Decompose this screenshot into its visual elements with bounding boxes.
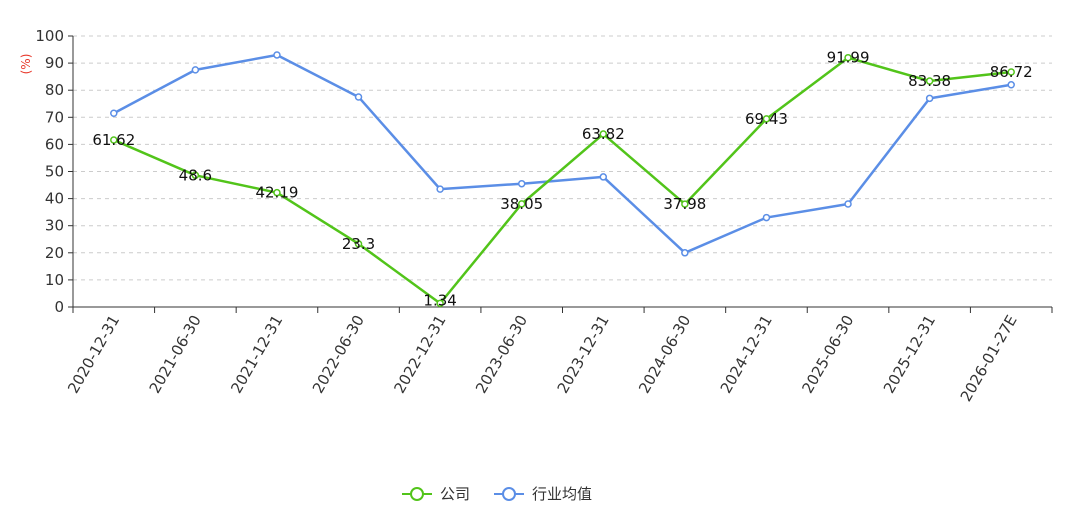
data-point-industry-average[interactable] [273,51,281,59]
data-point-industry-average[interactable] [681,249,689,257]
data-label-company: 48.6 [179,166,212,184]
data-point-company[interactable] [844,53,852,62]
data-label-company: 42.19 [255,184,298,202]
y-tick-label: 60 [45,135,64,153]
y-tick-label: 40 [45,190,64,208]
y-tick-label: 70 [45,108,64,126]
data-point-company[interactable] [762,115,771,123]
data-label-company: 1.34 [423,291,456,309]
data-point-company[interactable] [436,299,444,308]
legend-circle-marker [410,487,424,501]
data-point-industry-average[interactable] [925,94,934,103]
data-point-company[interactable] [273,188,281,197]
data-point-company[interactable] [110,136,118,144]
data-point-industry-average[interactable] [1007,81,1015,89]
data-labels: 61.62 48.6 42.19 23.3 1.34 38.05 63.82 37.98 69.… [92,49,1032,310]
series [110,51,1015,308]
x-tick-label: 2022-12-31 [390,312,449,397]
data-label-company: 86.72 [990,63,1033,81]
y-tick-label: 50 [45,163,64,181]
data-point-industry-average[interactable] [517,179,526,188]
y-axis-unit-label: (%) [19,54,33,75]
x-tick-label: 2020-12-31 [64,312,123,397]
y-tick-label: 80 [45,81,64,99]
x-tick-label: 2023-12-31 [554,312,613,397]
data-point-company[interactable] [681,200,689,208]
data-point-company[interactable] [191,171,200,180]
data-label-company: 23.3 [342,235,375,253]
legend-label: 行业均值 [532,485,592,503]
series-line-company [113,56,1012,305]
x-tick-label: 2024-12-31 [717,312,776,397]
data-point-industry-average[interactable] [110,109,118,117]
x-tick-label: 2025-06-30 [798,312,857,397]
legend-label: 公司 [440,485,470,503]
x-tick-label: 2021-12-31 [227,312,286,397]
x-tick-label: 2022-06-30 [309,312,368,397]
data-label-company: 69.43 [745,110,788,128]
x-tick-label: 2025-12-31 [880,312,939,397]
y-tick-label: 10 [45,271,64,289]
data-point-company[interactable] [517,200,526,208]
data-point-company[interactable] [354,240,363,248]
y-tick-label: 30 [45,217,64,235]
y-tick-label: 20 [45,244,64,262]
data-label-company: 37.98 [663,195,706,213]
x-tick-label: 2023-06-30 [472,312,531,397]
legend-item-company[interactable]: 公司 [402,485,470,503]
data-point-industry-average[interactable] [599,173,608,181]
x-tick-label: 2021-06-30 [146,312,205,397]
axes: 0 10 20 30 40 50 60 70 80 90 100 2020-12-31 2021-06-… [35,27,1053,405]
x-tick-label: 2024-06-30 [635,312,694,397]
data-label-company: 63.82 [582,125,625,143]
data-label-company: 91.99 [827,49,870,67]
data-label-company: 38.05 [500,195,543,213]
x-tick-label: 2026-01-27E [957,312,1021,405]
legend-item-industry-average[interactable]: 行业均值 [494,485,592,503]
y-tick-label: 0 [54,298,64,316]
data-point-company[interactable] [599,130,608,138]
y-tick-label: 90 [45,54,64,72]
y-tick-label: 100 [35,27,64,45]
data-point-industry-average[interactable] [191,66,200,74]
data-point-industry-average[interactable] [844,200,852,208]
data-label-company: 61.62 [92,131,135,149]
legend-circle-marker [502,487,516,501]
legend[interactable]: 公司 行业均值 [402,485,592,503]
gridlines [73,35,1052,281]
data-label-company: 83.38 [908,72,951,90]
data-point-industry-average[interactable] [354,93,363,101]
data-point-industry-average[interactable] [436,185,444,193]
data-point-industry-average[interactable] [762,213,771,222]
data-point-company[interactable] [1007,68,1015,76]
data-point-company[interactable] [925,77,934,85]
series-line-industry-average [113,53,1012,255]
